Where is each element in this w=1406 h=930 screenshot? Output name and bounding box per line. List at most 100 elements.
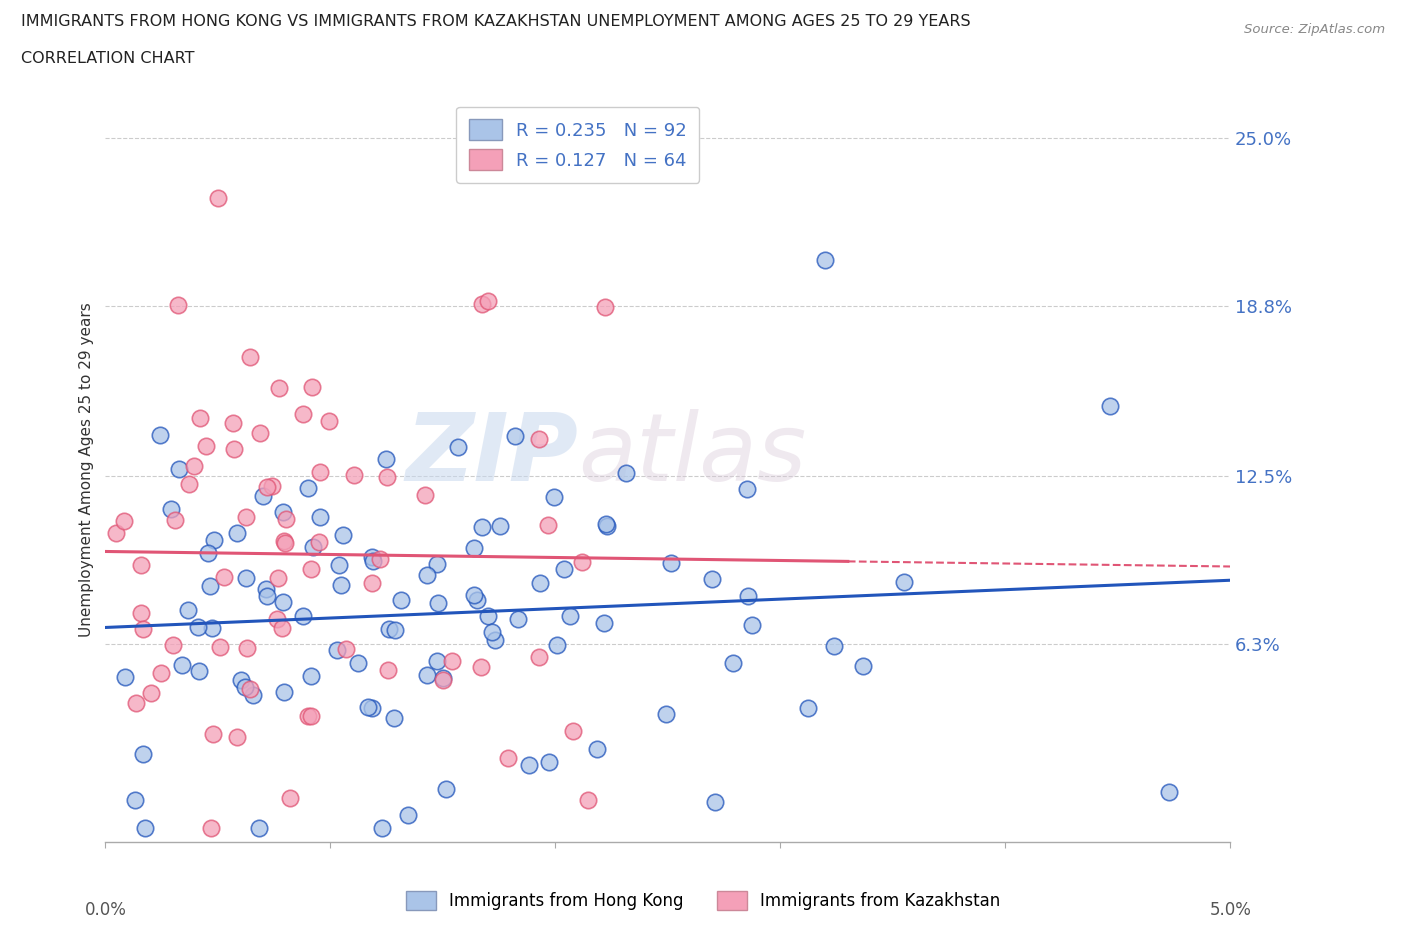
Point: [124, 792, 146, 807]
Point: [396, 807, 419, 822]
Point: [297, 481, 319, 496]
Point: [426, 653, 449, 668]
Point: [207, 191, 229, 206]
Point: [382, 711, 405, 725]
Point: [529, 575, 551, 590]
Point: [463, 540, 485, 555]
Point: [125, 696, 148, 711]
Point: [299, 709, 322, 724]
Point: [318, 414, 340, 429]
Point: [434, 782, 457, 797]
Point: [384, 622, 406, 637]
Point: [229, 672, 252, 687]
Point: [368, 552, 391, 567]
Point: [477, 608, 499, 623]
Point: [721, 656, 744, 671]
Point: [505, 428, 527, 443]
Point: [543, 489, 565, 504]
Point: [114, 514, 136, 529]
Point: [330, 578, 353, 593]
Point: [167, 461, 190, 476]
Point: [266, 611, 288, 626]
Y-axis label: Unemployment Among Ages 25 to 29 years: Unemployment Among Ages 25 to 29 years: [79, 302, 94, 637]
Point: [335, 642, 357, 657]
Point: [202, 727, 225, 742]
Point: [558, 609, 581, 624]
Point: [496, 751, 519, 765]
Point: [737, 588, 759, 603]
Point: [797, 700, 820, 715]
Point: [252, 489, 274, 504]
Point: [703, 795, 725, 810]
Point: [471, 297, 494, 312]
Point: [426, 595, 449, 610]
Point: [129, 605, 152, 620]
Point: [595, 517, 617, 532]
Point: [273, 534, 295, 549]
Point: [224, 442, 246, 457]
Point: [235, 571, 257, 586]
Point: [538, 754, 561, 769]
Point: [593, 299, 616, 314]
Point: [239, 350, 262, 365]
Point: [132, 747, 155, 762]
Point: [1099, 399, 1122, 414]
Point: [488, 519, 510, 534]
Point: [1159, 785, 1181, 800]
Point: [440, 654, 463, 669]
Point: [481, 624, 503, 639]
Point: [226, 730, 249, 745]
Point: [166, 298, 188, 312]
Point: [347, 656, 370, 671]
Point: [332, 527, 354, 542]
Point: [197, 546, 219, 561]
Point: [659, 556, 682, 571]
Point: [375, 470, 398, 485]
Point: [132, 621, 155, 636]
Point: [576, 792, 599, 807]
Point: [415, 668, 437, 683]
Point: [465, 592, 488, 607]
Point: [249, 426, 271, 441]
Point: [484, 632, 506, 647]
Point: [183, 458, 205, 473]
Point: [129, 558, 152, 573]
Point: [432, 672, 454, 687]
Point: [226, 525, 249, 540]
Point: [735, 482, 758, 497]
Point: [271, 621, 294, 636]
Point: [204, 533, 226, 548]
Point: [596, 518, 619, 533]
Text: atlas: atlas: [578, 409, 806, 500]
Text: IMMIGRANTS FROM HONG KONG VS IMMIGRANTS FROM KAZAKHSTAN UNEMPLOYMENT AMONG AGES : IMMIGRANTS FROM HONG KONG VS IMMIGRANTS …: [21, 14, 970, 29]
Point: [593, 615, 616, 630]
Point: [360, 700, 382, 715]
Point: [463, 588, 485, 603]
Point: [292, 609, 315, 624]
Point: [177, 602, 200, 617]
Point: [200, 820, 222, 835]
Point: [247, 820, 270, 835]
Point: [343, 468, 366, 483]
Text: CORRELATION CHART: CORRELATION CHART: [21, 51, 194, 66]
Text: ZIP: ZIP: [405, 409, 578, 500]
Point: [537, 518, 560, 533]
Point: [470, 659, 492, 674]
Point: [326, 643, 349, 658]
Point: [370, 820, 392, 835]
Point: [242, 687, 264, 702]
Point: [893, 575, 915, 590]
Point: [194, 438, 217, 453]
Point: [585, 741, 607, 756]
Point: [274, 536, 297, 551]
Point: [654, 707, 676, 722]
Point: [278, 791, 301, 806]
Legend: Immigrants from Hong Kong, Immigrants from Kazakhstan: Immigrants from Hong Kong, Immigrants fr…: [399, 884, 1007, 917]
Point: [198, 578, 221, 593]
Point: [361, 553, 384, 568]
Point: [267, 571, 290, 586]
Point: [149, 427, 172, 442]
Point: [741, 618, 763, 633]
Point: [700, 571, 723, 586]
Point: [256, 589, 278, 604]
